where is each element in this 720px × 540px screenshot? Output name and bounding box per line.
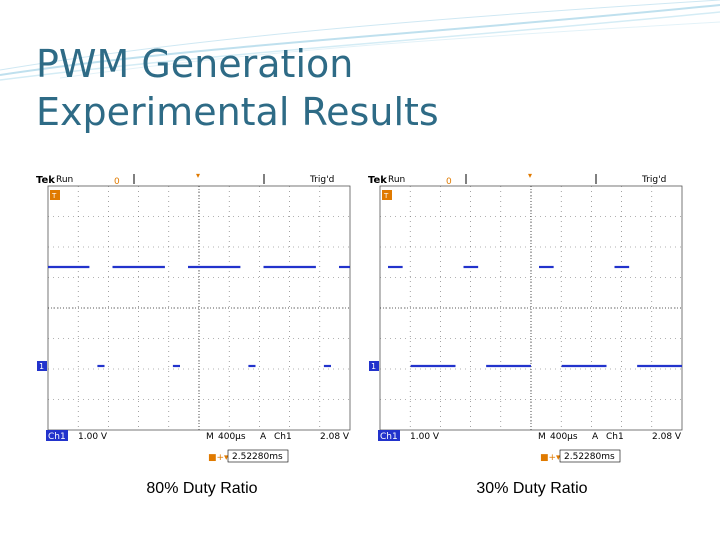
- trigger-position-icon: ▾: [528, 171, 532, 180]
- run-state-label: Run: [56, 175, 73, 185]
- trigger-source-readout: Ch1: [274, 432, 292, 442]
- ch1-ground-marker: [37, 361, 47, 371]
- trigger-status-label: Trig'd: [309, 175, 334, 185]
- trigger-position-icon: ▾: [196, 171, 200, 180]
- horizontal-position-readout: 2.52280ms: [564, 452, 615, 462]
- trigger-slope-icon: A: [260, 432, 267, 442]
- ch1-label: Ch1: [48, 432, 66, 442]
- title-line-1: PWM Generation: [36, 42, 354, 86]
- trigger-level-marker: [382, 190, 392, 200]
- trigger-level-marker-label: T: [51, 192, 57, 200]
- ch1-ground-marker-label: 1: [371, 362, 376, 371]
- header-decoration: [0, 0, 720, 81]
- ch1-ground-marker-label: 1: [39, 362, 44, 371]
- scope-screenshot-30: Tek Run 0 ▾ Trig'd T 1 Ch1 1.00 V M 400µ…: [366, 168, 686, 468]
- caption-80-duty: 80% Duty Ratio: [146, 480, 258, 497]
- trigger-level-readout: 2.08 V: [320, 432, 350, 442]
- graticule: [380, 186, 682, 430]
- title-line-2: Experimental Results: [36, 90, 439, 134]
- graticule: [48, 186, 350, 430]
- pwm-trace: [388, 265, 682, 368]
- trigger-level-readout: 2.08 V: [652, 432, 682, 442]
- ch1-ground-marker: [369, 361, 379, 371]
- brand-label: Tek: [36, 175, 55, 186]
- ch1-label: Ch1: [380, 432, 398, 442]
- trigger-source-readout: Ch1: [606, 432, 624, 442]
- horizontal-position-readout: 2.52280ms: [232, 452, 283, 462]
- svg-text:M: M: [206, 432, 214, 442]
- trigger-level-marker-label: T: [383, 192, 389, 200]
- trigger-slope-icon: A: [592, 432, 599, 442]
- ch1-scale-readout: 1.00 V: [78, 432, 108, 442]
- trigger-pointer-icon: 0: [446, 177, 452, 187]
- trigger-level-marker: [50, 190, 60, 200]
- pwm-trace: [48, 265, 350, 368]
- trigger-status-label: Trig'd: [641, 175, 666, 185]
- caption-30-duty: 30% Duty Ratio: [476, 480, 588, 497]
- horizontal-position-icon: ■+▾: [208, 453, 229, 463]
- timebase-readout: 400µs: [218, 432, 246, 442]
- timebase-readout: 400µs: [550, 432, 578, 442]
- brand-label: Tek: [368, 175, 387, 186]
- scope-screenshot-80: Tek Run 0 ▾ Trig'd T 1 Ch1 1.00 V M 400µ…: [34, 168, 354, 468]
- horizontal-position-icon: ■+▾: [540, 453, 561, 463]
- run-state-label: Run: [388, 175, 405, 185]
- ch1-scale-readout: 1.00 V: [410, 432, 440, 442]
- svg-text:M: M: [538, 432, 546, 442]
- trigger-pointer-icon: 0: [114, 177, 120, 187]
- slide-title: PWM Generation Experimental Results: [36, 40, 439, 136]
